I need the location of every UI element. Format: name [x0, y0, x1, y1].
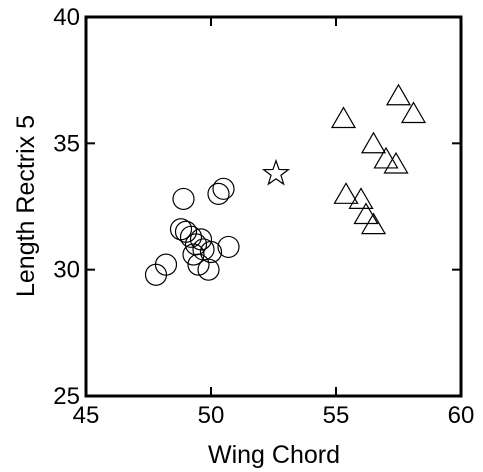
- triangle-point: [360, 212, 387, 235]
- circle-point: [212, 177, 235, 200]
- plot-marks: [144, 83, 427, 286]
- plot-frame: [84, 15, 463, 398]
- triangle-point: [353, 202, 379, 225]
- circle-point: [207, 182, 230, 205]
- x-tick-label: 60: [448, 402, 475, 429]
- x-axis-title: Wing Chord: [208, 441, 340, 469]
- triangle-point: [360, 131, 387, 154]
- x-tick-label: 45: [73, 402, 100, 429]
- x-tick-label: 50: [198, 402, 225, 429]
- y-tick-label: 35: [53, 130, 80, 157]
- y-tick-label: 40: [53, 4, 80, 31]
- triangle-point: [373, 146, 399, 169]
- triangle-point: [383, 151, 409, 174]
- y-axis-title: Length Rectrix 5: [12, 115, 40, 297]
- circle-point: [154, 253, 178, 276]
- plot-axes: 45 50 55 60 25 30 35 40: [53, 4, 474, 429]
- triangle-point: [348, 187, 374, 209]
- star-point: [261, 158, 291, 186]
- triangle-point: [333, 182, 359, 204]
- y-tick-label: 25: [53, 383, 80, 410]
- y-tick-label: 30: [53, 257, 80, 284]
- circle-point: [199, 240, 223, 264]
- circle-point: [217, 235, 240, 259]
- triangle-point: [330, 106, 357, 129]
- triangle-point: [400, 101, 427, 124]
- circle-point: [172, 187, 195, 211]
- circle-point: [179, 225, 203, 248]
- circle-point: [197, 258, 220, 281]
- triangle-point: [385, 83, 412, 106]
- circle-point: [182, 243, 205, 266]
- circle-point: [187, 253, 210, 276]
- x-tick-label: 55: [323, 402, 350, 429]
